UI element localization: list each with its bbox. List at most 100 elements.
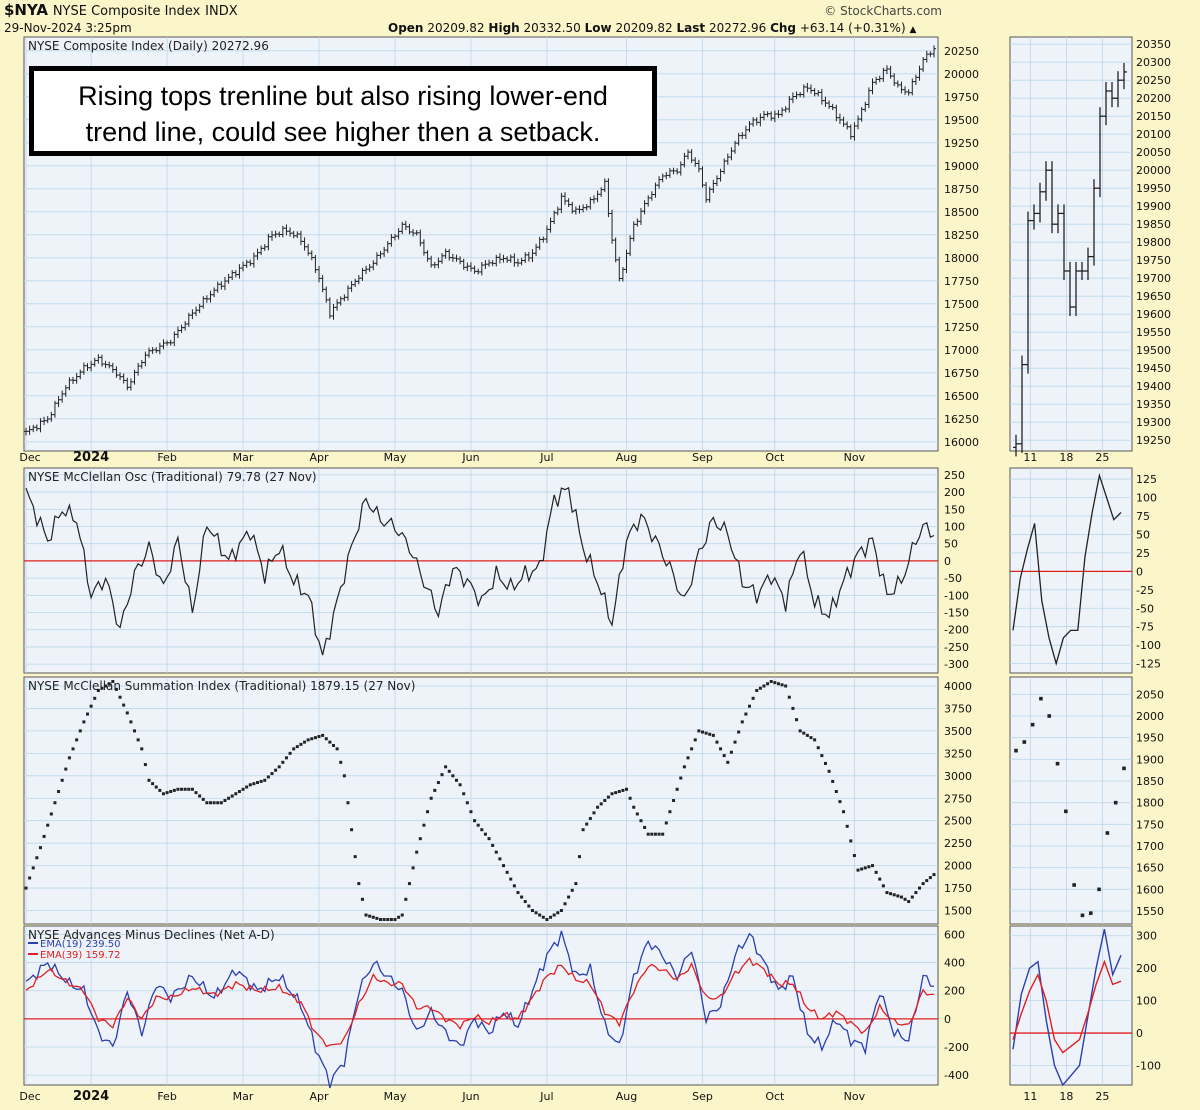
zoom-summation-point [1122,766,1126,771]
summation-point [129,720,133,724]
summation-point [625,787,629,791]
oscillator-line [25,486,935,656]
summation-point [639,819,643,823]
x-axis-label-bottom: 2024 [73,1089,109,1104]
summation-point [400,913,404,917]
summation-point [798,729,802,733]
y-tick-label: 1500 [944,905,972,918]
summation-point [382,918,386,922]
summation-point [46,823,50,827]
y-tick-label: 3000 [944,770,972,783]
summation-point [635,812,639,816]
summation-point [755,688,759,692]
summation-point [476,823,480,827]
summation-point [270,772,274,776]
y-tick-label: -50 [944,572,962,585]
x-axis-label-bottom: Nov [844,1090,866,1103]
summation-point [357,882,361,886]
summation-point [28,876,32,880]
summation-point [107,682,111,686]
summation-point [96,688,100,692]
summation-point [151,782,155,786]
x-axis-label-bottom: Oct [765,1090,785,1103]
summation-point [556,911,560,915]
summation-point [60,778,64,782]
zoom-summation-point [1047,714,1052,718]
summation-point [867,865,871,869]
y-tick-label: 19750 [944,91,979,104]
y-tick-label: 20000 [944,68,979,81]
summation-point [158,788,162,792]
summation-point [342,774,346,778]
zoom-x-label: 25 [1095,451,1109,464]
zoom-y-tick-label: 20300 [1136,56,1171,69]
zoom-panel-advance-decline [1009,925,1133,1086]
summation-point [899,895,903,899]
summation-point [190,787,194,791]
zoom-y-tick-label: 19700 [1136,272,1171,285]
summation-point [350,828,354,832]
zoom-y-tick-label: 100 [1136,492,1157,505]
summation-point [603,799,607,802]
summation-point [440,773,444,777]
summation-point [284,756,288,760]
summation-point [860,867,864,871]
summation-point [570,888,574,892]
summation-point [306,738,310,742]
summation-point [784,684,788,688]
summation-point [549,915,553,919]
zoom-y-tick-label: 20100 [1136,128,1171,141]
summation-point [834,790,838,794]
summation-point [693,738,697,742]
summation-point [541,915,545,919]
summation-point [444,765,448,769]
summation-point [748,704,752,708]
summation-point [617,790,621,794]
y-tick-label: -100 [944,589,969,602]
summation-point [263,778,267,782]
x-axis-label: 2024 [73,450,109,465]
y-tick-label: 16000 [944,436,979,449]
zoom-oscillator-line [1012,472,1122,667]
summation-point [852,854,856,858]
zoom-y-tick-label: 125 [1136,473,1157,486]
summation-point [729,750,733,754]
summation-point [910,895,914,899]
zoom-summation-point [1022,740,1027,744]
y-tick-label: 250 [944,469,965,482]
y-tick-label: 19250 [944,137,979,150]
summation-point [64,767,68,771]
summation-point [201,797,205,801]
zoom-y-tick-label: 50 [1136,528,1150,541]
y-tick-label: 1750 [944,882,972,895]
x-axis-label-bottom: Aug [616,1090,637,1103]
summation-point [234,792,238,796]
summation-point [67,756,71,760]
summation-point [418,837,422,841]
summation-point [104,684,108,688]
summation-point [527,904,531,908]
summation-point [791,706,795,710]
summation-point [89,704,93,708]
summation-point [661,832,665,836]
summation-point [42,834,46,838]
summation-point [881,884,885,888]
y-tick-label: 2500 [944,815,972,828]
zoom-summation-point [1030,722,1035,727]
summation-point [165,791,169,795]
summation-point [596,805,600,809]
summation-point [205,801,209,805]
zoom-y-tick-label: 19850 [1136,218,1171,231]
zoom-y-tick-label: 1600 [1136,883,1164,896]
y-tick-label: 17000 [944,344,979,357]
summation-point [813,738,817,742]
chart-title: $NYA NYSE Composite Index INDX [4,1,238,19]
zoom-y-tick-label: 19800 [1136,236,1171,249]
zoom-y-tick-label: 75 [1136,510,1150,523]
summation-point [277,765,281,769]
y-tick-label: 18750 [944,183,979,196]
summation-point [136,738,140,742]
summation-point [38,846,42,850]
summation-point [111,679,115,683]
